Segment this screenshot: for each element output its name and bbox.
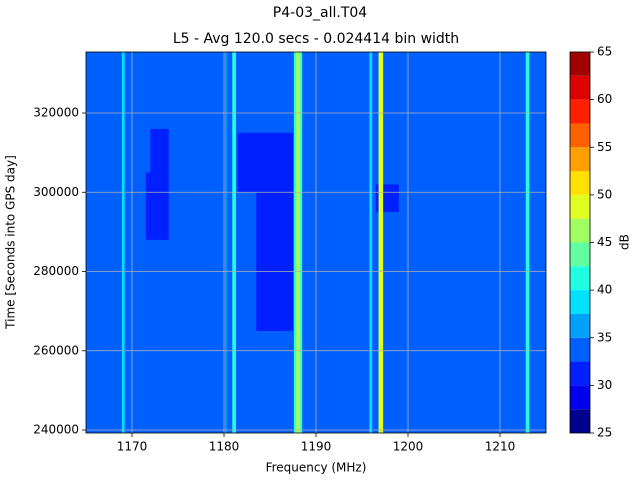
y-tick-label: 240000 xyxy=(33,423,79,437)
colorbar-segment xyxy=(570,313,590,338)
y-tick-label: 280000 xyxy=(33,264,79,278)
heatmap-cell xyxy=(525,52,530,433)
colorbar-segment xyxy=(570,337,590,362)
heatmap-cell xyxy=(150,128,169,173)
chart-subtitle: L5 - Avg 120.0 secs - 0.024414 bin width xyxy=(173,31,459,47)
colorbar-tick-label: 35 xyxy=(597,330,612,344)
colorbar-segment xyxy=(570,409,590,433)
y-tick-label: 320000 xyxy=(33,106,79,120)
x-axis-label: Frequency (MHz) xyxy=(266,461,367,475)
heatmap-cell xyxy=(232,52,236,433)
colorbar-tick-label: 55 xyxy=(597,140,612,154)
colorbar-tick-label: 50 xyxy=(597,187,612,201)
colorbar-label: dB xyxy=(618,234,632,250)
colorbar-segment xyxy=(570,171,590,195)
heatmap-cell xyxy=(121,52,125,433)
colorbar-tick-label: 30 xyxy=(597,378,612,392)
x-tick-label: 1210 xyxy=(485,440,516,454)
colorbar-segment xyxy=(570,290,590,314)
heatmap-cell xyxy=(295,52,301,433)
colorbar-segment xyxy=(570,194,590,219)
heatmap-cell xyxy=(378,52,384,433)
colorbar-segment xyxy=(570,75,590,100)
chart-title: P4-03_all.T04 xyxy=(273,5,367,21)
heatmap-cell xyxy=(237,132,293,193)
heatmap-cell xyxy=(369,52,373,433)
colorbar-segment xyxy=(570,242,590,267)
colorbar-tick-label: 45 xyxy=(597,235,612,249)
heatmap-cell xyxy=(224,52,227,433)
x-tick-label: 1200 xyxy=(393,440,424,454)
plot-frame xyxy=(85,51,547,434)
colorbar-tick-label: 65 xyxy=(597,45,612,59)
y-tick-label: 260000 xyxy=(33,343,79,357)
colorbar-segment xyxy=(570,266,590,291)
colorbar-segment xyxy=(570,52,590,76)
x-tick-label: 1180 xyxy=(209,440,240,454)
colorbar-segment xyxy=(570,218,590,243)
colorbar-segment xyxy=(570,99,590,124)
x-tick-label: 1170 xyxy=(117,440,148,454)
colorbar-segment xyxy=(570,385,590,410)
colorbar-segment xyxy=(570,361,590,386)
colorbar-tick-label: 40 xyxy=(597,283,612,297)
y-axis-label: Time [Seconds into GPS day] xyxy=(4,155,18,330)
colorbar-segment xyxy=(570,147,590,172)
heatmap-cell xyxy=(145,172,169,240)
colorbar-segment xyxy=(570,123,590,148)
colorbar-tick-label: 25 xyxy=(597,426,612,440)
colorbar-tick-label: 60 xyxy=(597,92,612,106)
heatmap-cell xyxy=(256,192,293,331)
x-tick-label: 1190 xyxy=(301,440,332,454)
y-tick-label: 300000 xyxy=(33,185,79,199)
